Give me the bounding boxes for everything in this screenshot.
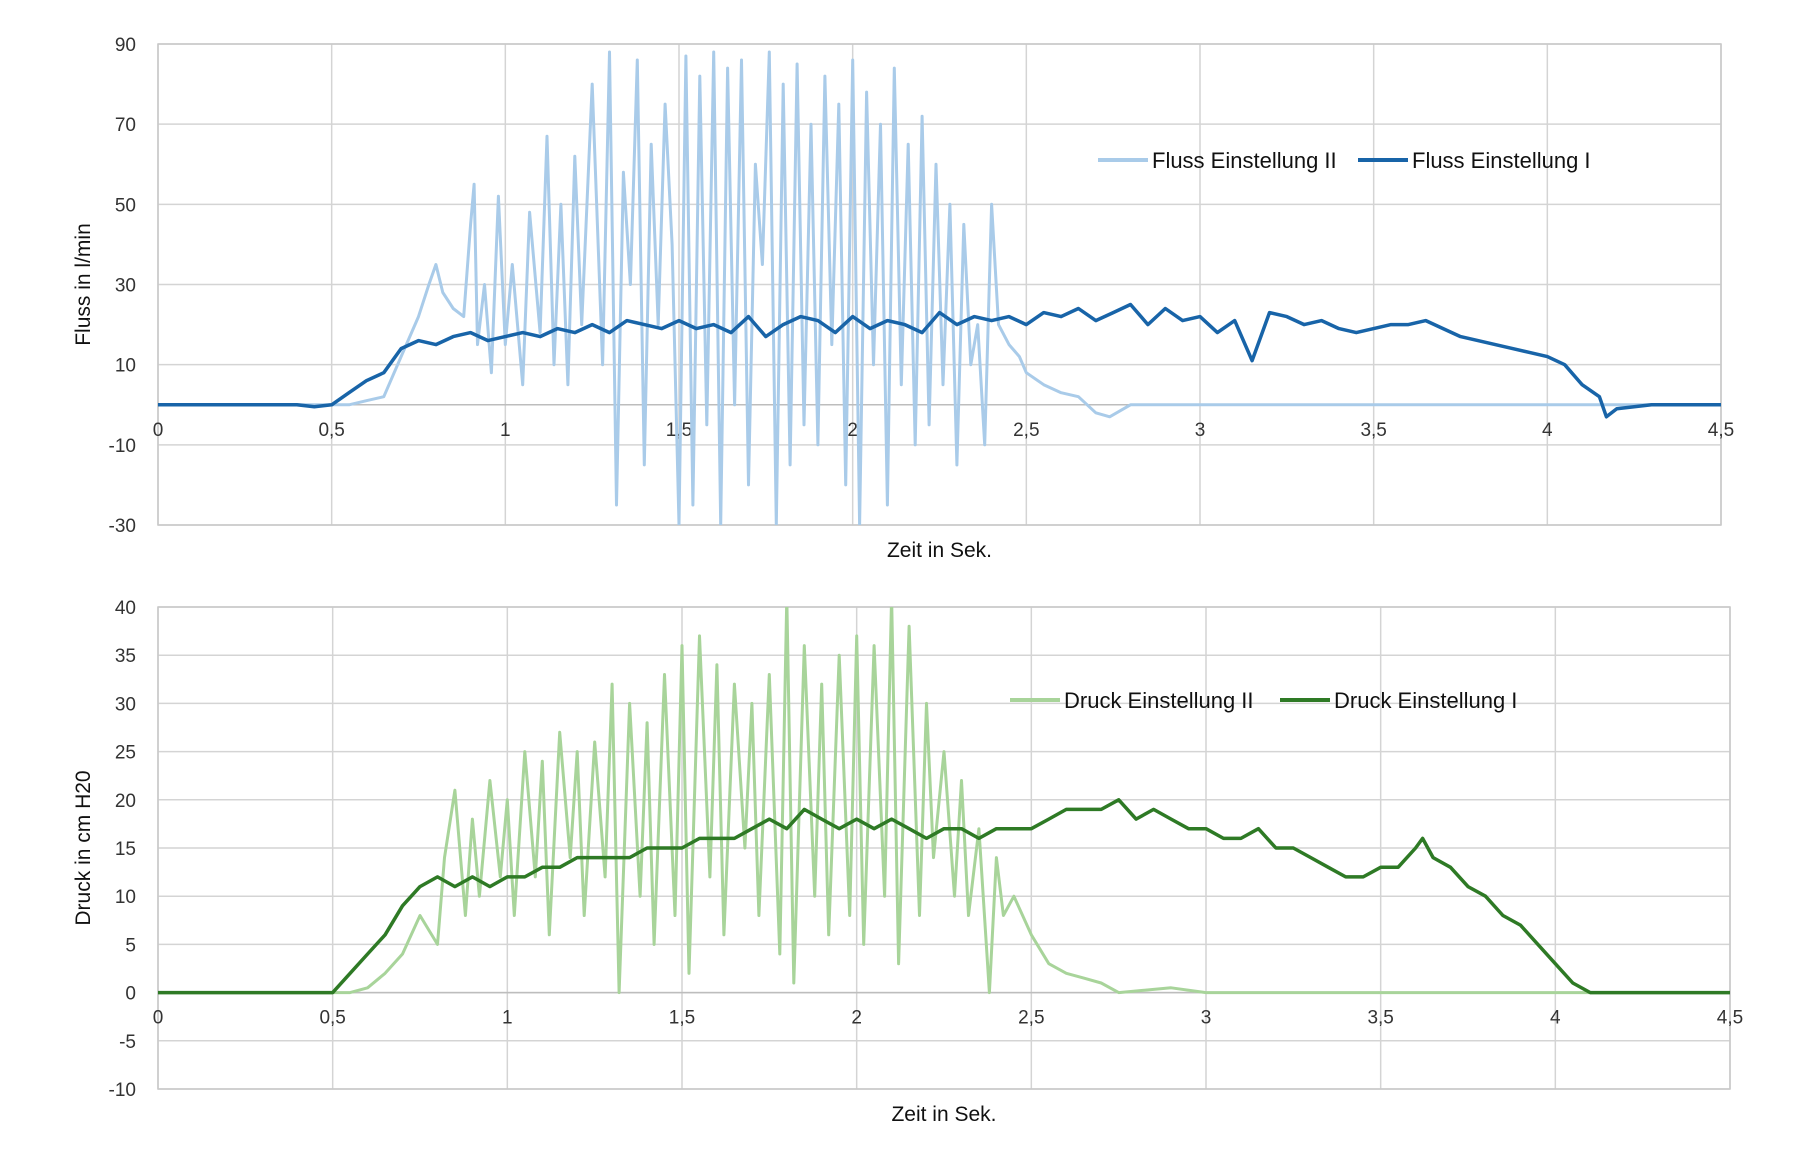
x-tick-label: 4 [1550,1008,1561,1029]
y-tick-label: 10 [115,887,136,908]
x-tick-label: 2,5 [1013,420,1039,441]
y-tick-label: 10 [115,356,136,377]
x-tick-label: 2 [847,420,858,441]
y-tick-label: 25 [115,743,136,764]
y-tick-label: -30 [109,516,136,537]
legend-label: Fluss Einstellung II [1152,148,1337,173]
series-line-2 [158,302,1721,419]
x-axis-title: Zeit in Sek. [887,539,992,562]
legend-label: Fluss Einstellung I [1412,148,1591,173]
plot-frame [157,606,1731,1090]
x-tick-label: 1,5 [669,1008,695,1029]
y-tick-label: 30 [115,276,136,297]
x-axis-title: Zeit in Sek. [891,1103,996,1126]
x-tick-label: 0,5 [319,1008,345,1029]
x-tick-label: 0 [153,1008,164,1029]
y-tick-label: 70 [115,115,136,136]
y-tick-label: 50 [115,195,136,216]
y-tick-label: 0 [125,984,136,1005]
x-tick-label: 3 [1195,420,1206,441]
x-tick-label: 0 [153,420,164,441]
x-tick-label: 2 [851,1008,862,1029]
x-tick-label: 3 [1201,1008,1212,1029]
series-line-1 [158,50,1721,525]
y-axis-title: Druck in cm H20 [72,770,95,925]
y-axis-title: Fluss in l/min [72,223,95,346]
legend-label: Druck Einstellung I [1334,688,1517,713]
y-tick-label: 35 [115,646,136,667]
y-tick-label: 20 [115,791,136,812]
y-tick-label: 30 [115,694,136,715]
x-tick-label: 3,5 [1367,1008,1393,1029]
x-tick-label: 4,5 [1708,420,1734,441]
y-tick-label: 15 [115,839,136,860]
y-tick-label: -10 [109,436,136,457]
x-tick-label: 0,5 [318,420,344,441]
series-line-2 [158,798,1730,995]
y-tick-label: 40 [115,598,136,619]
x-tick-label: 4 [1542,420,1553,441]
y-tick-label: 5 [125,935,136,956]
x-tick-label: 3,5 [1360,420,1386,441]
chart-2: -10 -5 0 5 10 15 20 25 30 35 40 0 0,5 1 1,5 2 2,5 3 3,5 4 4,… [72,598,1743,1126]
x-tick-label: 1 [502,1008,513,1029]
x-tick-label: 2,5 [1018,1008,1044,1029]
plot-frame [157,43,1722,526]
y-tick-label: -5 [119,1032,136,1053]
x-tick-label: 4,5 [1717,1008,1743,1029]
series-line-1 [158,607,1730,995]
x-tick-label: 1 [500,420,511,441]
y-tick-label: -10 [109,1080,136,1101]
legend-label: Druck Einstellung II [1064,688,1254,713]
y-tick-label: 90 [115,35,136,56]
